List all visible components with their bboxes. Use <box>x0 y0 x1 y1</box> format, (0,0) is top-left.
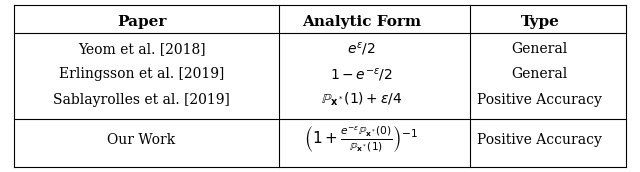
Text: Positive Accuracy: Positive Accuracy <box>477 93 602 106</box>
Text: Paper: Paper <box>117 15 166 29</box>
Text: Yeom et al. [2018]: Yeom et al. [2018] <box>78 42 205 56</box>
Text: Analytic Form: Analytic Form <box>302 15 421 29</box>
Text: General: General <box>512 42 568 56</box>
Text: Type: Type <box>520 15 559 29</box>
Text: General: General <box>512 67 568 81</box>
Text: $\mathbb{P}_{\mathbf{x}^*}(1) + \epsilon/4$: $\mathbb{P}_{\mathbf{x}^*}(1) + \epsilon… <box>321 91 402 108</box>
Text: $e^{\epsilon}/2$: $e^{\epsilon}/2$ <box>348 40 376 57</box>
Text: $\left(1 + \frac{e^{-\epsilon}\mathbb{P}_{\mathbf{x}^*}(0)}{\mathbb{P}_{\mathbf{: $\left(1 + \frac{e^{-\epsilon}\mathbb{P}… <box>305 125 419 155</box>
Text: $1 - e^{-\epsilon}/2$: $1 - e^{-\epsilon}/2$ <box>330 66 392 83</box>
Text: Positive Accuracy: Positive Accuracy <box>477 133 602 147</box>
Text: Sablayrolles et al. [2019]: Sablayrolles et al. [2019] <box>53 93 230 106</box>
Text: Erlingsson et al. [2019]: Erlingsson et al. [2019] <box>59 67 224 81</box>
Text: Our Work: Our Work <box>108 133 176 147</box>
